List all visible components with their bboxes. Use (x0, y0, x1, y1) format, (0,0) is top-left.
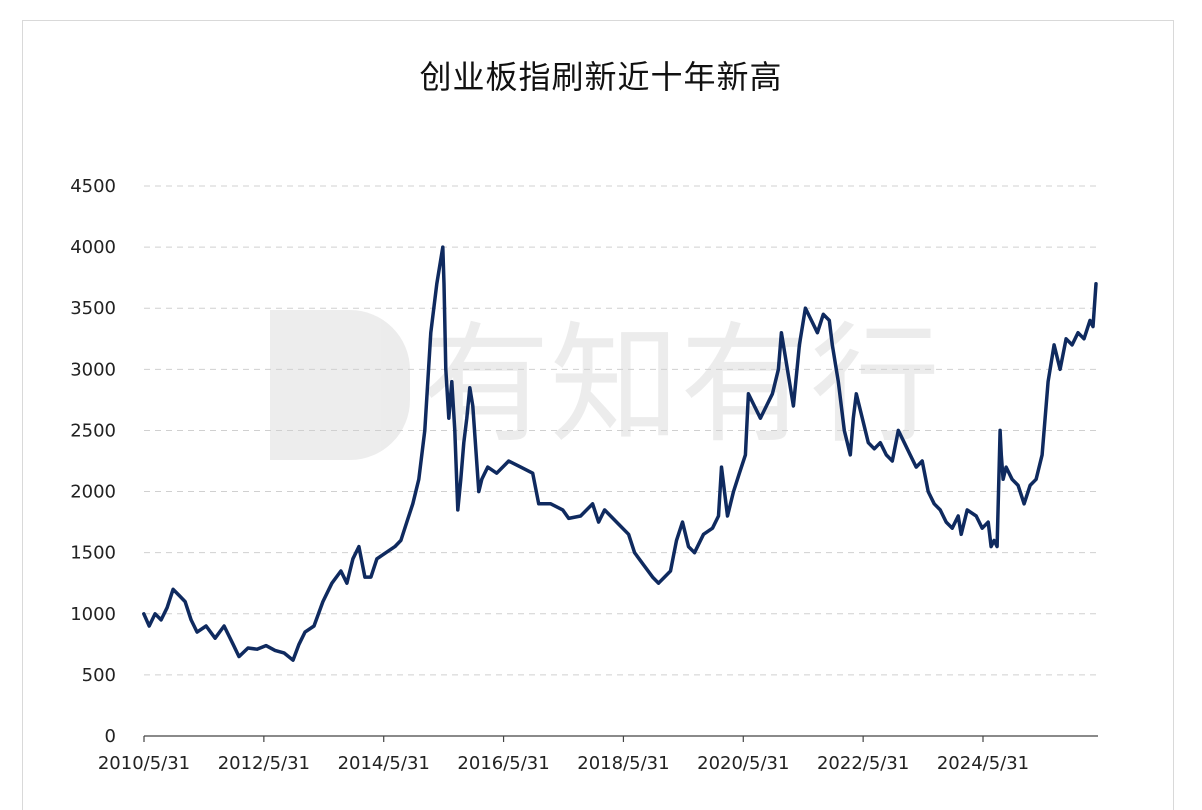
x-tick-label: 2014/5/31 (338, 753, 430, 774)
x-tick-label: 2024/5/31 (937, 753, 1029, 774)
x-tick-label: 2012/5/31 (218, 753, 310, 774)
y-tick-label: 3500 (70, 298, 116, 319)
x-tick-label: 2020/5/31 (697, 753, 789, 774)
y-axis-ticks: 0 500 1000 1500 2000 2500 3000 3500 4000 4500 (70, 176, 116, 747)
line-chart: 0 500 1000 1500 2000 2500 3000 3500 4000 4500 201… (70, 176, 1098, 774)
y-tick-label: 2500 (70, 420, 116, 441)
chart-frame (22, 20, 1174, 810)
watermark-logo-icon (270, 310, 410, 460)
y-tick-label: 2000 (70, 482, 116, 503)
x-tick-label: 2022/5/31 (817, 753, 909, 774)
y-tick-label: 500 (82, 665, 116, 686)
y-tick-label: 0 (105, 726, 116, 747)
x-tick-label: 2016/5/31 (457, 753, 549, 774)
series-line-0 (142, 245, 1098, 662)
gridlines (144, 185, 1098, 676)
y-tick-label: 1000 (70, 604, 116, 625)
x-tick-label: 2018/5/31 (577, 753, 669, 774)
watermark: 有知有行 (270, 300, 990, 470)
x-tick-label: 2010/5/31 (98, 753, 190, 774)
chart-title: 创业板指刷新近十年新高 (419, 58, 783, 96)
x-axis: 2010/5/31 2012/5/31 2014/5/31 2016/5/31 2018… (98, 735, 1098, 774)
y-tick-label: 3000 (70, 359, 116, 380)
y-tick-label: 4500 (70, 176, 116, 197)
series-group (142, 245, 1098, 662)
y-tick-label: 4000 (70, 237, 116, 258)
y-tick-label: 1500 (70, 543, 116, 564)
